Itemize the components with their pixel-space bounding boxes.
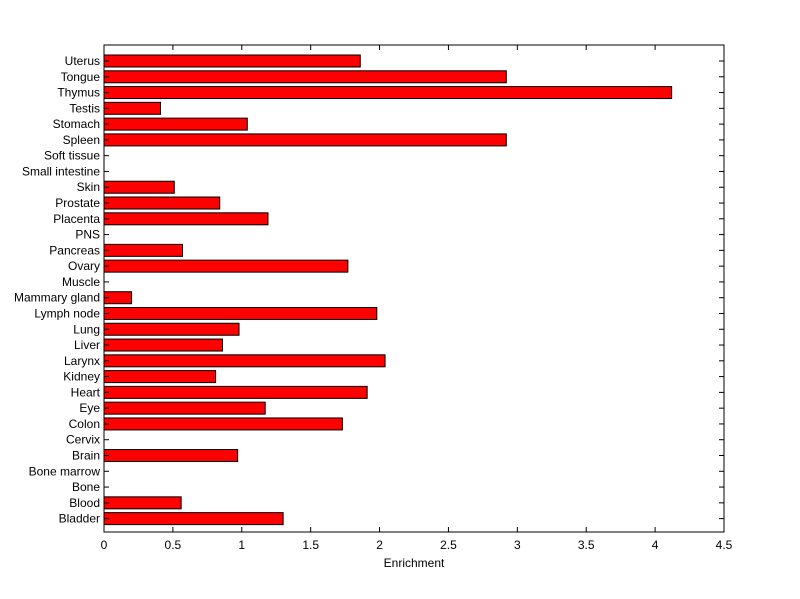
x-tick-label: 3 [514,538,521,552]
category-label-placenta: Placenta [53,212,100,226]
category-label-uterus: Uterus [65,54,100,68]
category-label-bone: Bone [72,480,100,494]
bar-kidney [103,370,217,384]
ticks-group [103,45,725,532]
category-label-bladder: Bladder [59,512,100,526]
category-label-muscle: Muscle [62,275,100,289]
category-label-skin: Skin [77,180,100,194]
bar-heart [103,385,368,399]
category-label-soft-tissue: Soft tissue [44,149,100,163]
category-label-kidney: Kidney [63,370,100,384]
x-tick-label: 0.5 [165,538,182,552]
category-label-small-intestine: Small intestine [22,164,100,178]
bar-colon [103,417,343,431]
category-label-pancreas: Pancreas [49,243,100,257]
bar-skin [103,180,175,194]
x-tick-label: 0 [101,538,108,552]
bar-lymph-node [103,306,378,320]
category-label-stomach: Stomach [53,117,100,131]
category-label-cervix: Cervix [66,433,100,447]
category-label-eye: Eye [79,401,100,415]
category-label-pns: PNS [75,228,100,242]
x-tick-label: 1.5 [302,538,319,552]
bar-ovary [103,259,349,273]
category-label-testis: Testis [69,101,100,115]
bar-pancreas [103,243,184,257]
bar-tongue [103,70,507,84]
bar-lung [103,322,240,336]
category-label-larynx: Larynx [64,354,100,368]
x-tick-label: 3.5 [578,538,595,552]
category-label-spleen: Spleen [63,133,100,147]
x-tick-label: 2.5 [440,538,457,552]
x-tick-label: 1 [238,538,245,552]
category-label-tongue: Tongue [61,70,101,84]
x-tick-label: 4.5 [716,538,733,552]
bar-placenta [103,212,269,226]
category-label-thymus: Thymus [57,86,100,100]
bar-liver [103,338,223,352]
x-tick-label: 4 [652,538,659,552]
bar-uterus [103,54,361,68]
category-label-heart: Heart [71,385,101,399]
bar-eye [103,401,266,415]
category-label-ovary: Ovary [68,259,100,273]
category-label-lymph-node: Lymph node [34,306,100,320]
bar-blood [103,496,182,510]
category-label-blood: Blood [69,496,100,510]
category-label-prostate: Prostate [55,196,100,210]
x-tick-labels-group: 0 0.5 1 1.5 2 2.5 3 3.5 4 4.5 [101,538,733,552]
bar-stomach [103,117,248,131]
category-label-colon: Colon [69,417,100,431]
category-label-brain: Brain [72,449,100,463]
category-label-mammary-gland: Mammary gland [14,291,100,305]
x-axis-label: Enrichment [384,556,445,570]
plot-frame [103,44,725,533]
bar-bladder [103,512,284,526]
category-label-liver: Liver [74,338,100,352]
bar-larynx [103,354,386,368]
bar-spleen [103,133,507,147]
bar-testis [103,101,161,115]
x-tick-label: 2 [376,538,383,552]
bar-prostate [103,196,221,210]
category-label-bone-marrow: Bone marrow [29,464,101,478]
bar-thymus [103,86,673,100]
category-label-lung: Lung [73,322,100,336]
bar-brain [103,449,239,462]
